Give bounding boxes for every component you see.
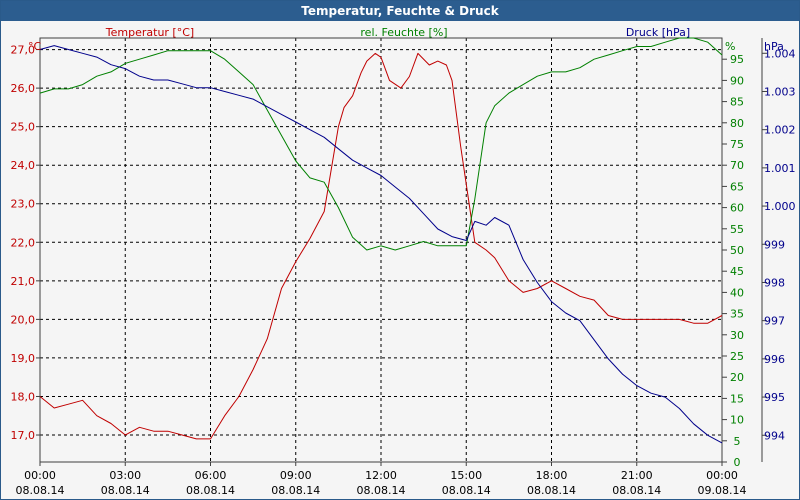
date-tick-label: 08.08.14 — [612, 484, 661, 497]
pressure-line — [39, 45, 723, 444]
humidity-axis: 0 5 10 15 20 25 30 35 40 45 50 55 60 65 70 75 80 85 90 95 — [721, 38, 744, 469]
humidity-unit: % — [725, 40, 735, 53]
humidity-tick-label: 85 — [730, 96, 744, 109]
series-lines — [39, 37, 723, 444]
temperature-tick-label: 19,0 — [11, 352, 36, 365]
date-tick-label: 08.08.14 — [271, 484, 320, 497]
pressure-axis: 994 995 996 997 998 999 1.000 1.001 1.002 1.003 1.… — [761, 38, 796, 462]
temperature-tick-label: 26,0 — [11, 82, 36, 95]
temperature-line — [39, 52, 723, 440]
humidity-tick-label: 80 — [730, 117, 744, 130]
humidity-tick-label: 25 — [730, 350, 744, 363]
humidity-tick-label: 45 — [730, 265, 744, 278]
humidity-tick-label: 0 — [734, 456, 741, 469]
temperature-label: Temperatur [°C] — [105, 26, 194, 39]
humidity-tick-label: 55 — [730, 223, 744, 236]
pressure-tick-label: 1.002 — [764, 124, 796, 137]
temperature-tick-label: 23,0 — [11, 198, 36, 211]
humidity-tick-label: 65 — [730, 180, 744, 193]
humidity-tick-label: 30 — [730, 329, 744, 342]
humidity-label: rel. Feuchte [%] — [360, 26, 447, 39]
temperature-tick-label: 27,0 — [11, 44, 36, 57]
time-tick-label: 00:00 — [706, 469, 738, 482]
pressure-tick-label: 998 — [764, 276, 785, 289]
temperature-tick-label: 18,0 — [11, 390, 36, 403]
date-tick-label: 08.08.14 — [101, 484, 150, 497]
temperature-tick-label: 24,0 — [11, 159, 36, 172]
humidity-tick-label: 90 — [730, 74, 744, 87]
time-tick-label: 12:00 — [365, 469, 397, 482]
humidity-tick-label: 5 — [734, 435, 741, 448]
humidity-tick-label: 95 — [730, 53, 744, 66]
pressure-tick-label: 1.001 — [764, 162, 796, 175]
humidity-tick-label: 70 — [730, 159, 744, 172]
pressure-tick-label: 999 — [764, 238, 785, 251]
pressure-tick-label: 997 — [764, 315, 785, 328]
temperature-axis: 17,0 18,0 19,0 20,0 21,0 22,0 23,0 24,0 25,0 26,0… — [11, 44, 40, 442]
pressure-tick-label: 1.000 — [764, 200, 796, 213]
time-tick-label: 15:00 — [450, 469, 482, 482]
grid-lines — [40, 38, 722, 462]
time-axis: 00:00 08.08.14 03:00 08.08.14 06:00 08.08.14 0… — [16, 462, 747, 497]
time-tick-label: 06:00 — [195, 469, 227, 482]
pressure-tick-label: 994 — [764, 429, 785, 442]
time-tick-label: 03:00 — [109, 469, 141, 482]
humidity-tick-label: 60 — [730, 202, 744, 215]
temperature-tick-label: 17,0 — [11, 429, 36, 442]
humidity-line — [39, 37, 723, 251]
humidity-tick-label: 35 — [730, 308, 744, 321]
temperature-tick-label: 20,0 — [11, 313, 36, 326]
window-title: Temperatur, Feuchte & Druck — [1, 1, 799, 21]
temperature-tick-label: 21,0 — [11, 275, 36, 288]
time-tick-label: 18:00 — [536, 469, 568, 482]
temperature-unit: °C — [28, 40, 42, 53]
date-tick-label: 08.08.14 — [357, 484, 406, 497]
pressure-tick-label: 995 — [764, 391, 785, 404]
humidity-tick-label: 20 — [730, 371, 744, 384]
date-tick-label: 09.08.14 — [698, 484, 747, 497]
temperature-tick-label: 22,0 — [11, 236, 36, 249]
humidity-tick-label: 75 — [730, 138, 744, 151]
pressure-tick-label: 996 — [764, 353, 785, 366]
date-tick-label: 08.08.14 — [186, 484, 235, 497]
pressure-label: Druck [hPa] — [626, 26, 690, 39]
humidity-tick-label: 15 — [730, 392, 744, 405]
temperature-tick-label: 25,0 — [11, 121, 36, 134]
time-tick-label: 00:00 — [24, 469, 56, 482]
pressure-tick-label: 1.004 — [764, 47, 796, 60]
humidity-tick-label: 40 — [730, 286, 744, 299]
date-tick-label: 08.08.14 — [442, 484, 491, 497]
time-tick-label: 21:00 — [621, 469, 653, 482]
time-tick-label: 09:00 — [280, 469, 312, 482]
humidity-tick-label: 10 — [730, 414, 744, 427]
date-tick-label: 08.08.14 — [527, 484, 576, 497]
pressure-unit: hPa — [764, 40, 784, 53]
pressure-tick-label: 1.003 — [764, 85, 796, 98]
date-tick-label: 08.08.14 — [16, 484, 65, 497]
humidity-tick-label: 50 — [730, 244, 744, 257]
